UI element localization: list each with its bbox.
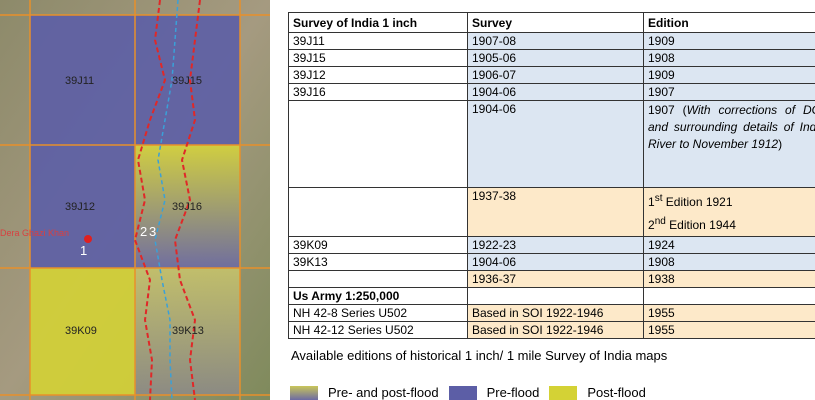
table-cell [289,101,468,188]
table-cell [468,288,644,305]
table-cell: 1907 [644,84,815,101]
table-cell: 1955 [644,305,815,322]
edition-line: 1st Edition 1921 [648,189,815,212]
table-cell [289,188,468,237]
table-cell: 1904-06 [468,84,644,101]
cell-text: Edition 1921 [662,195,732,209]
table-cell [644,288,815,305]
table-cell: 1924 [644,237,815,254]
table-cell: NH 42-8 Series U502 [289,305,468,322]
table-cell: 1938 [644,271,815,288]
header-cell: Survey of India 1 inch [289,13,468,33]
page: Dera Ghazi Khan 39J11 39J15 39J12 39J16 … [0,0,815,400]
table-cell: Based in SOI 1922-1946 [468,322,644,339]
table-cell: 1908 [644,50,815,67]
legend-swatch [549,386,577,400]
legend-label: Pre-flood [487,385,540,400]
table-cell: 1909 [644,33,815,50]
table-cell: Based in SOI 1922-1946 [468,305,644,322]
header-cell: Survey [468,13,644,33]
table-cell: 39K13 [289,254,468,271]
legend-label: Post-flood [587,385,646,400]
table-cell: 1905-06 [468,50,644,67]
table-cell: 1908 [644,254,815,271]
cell-text: 1907 ( [648,103,687,117]
table-cell: 1904-06 [468,254,644,271]
map: Dera Ghazi Khan 39J11 39J15 39J12 39J16 … [0,0,270,400]
legend-swatch [449,386,477,400]
table-cell: 39J12 [289,67,468,84]
tile-label: 39K09 [65,325,97,337]
table-row: Us Army 1:250,000 [289,288,815,305]
table-cell: 1937-38 [468,188,644,237]
superscript: nd [655,216,666,227]
point-label: 2 [140,224,147,239]
legend: Pre- and post-flood Pre-flood Post-flood [290,385,656,400]
table-cell: 1904-06 [468,101,644,188]
legend-label: Pre- and post-flood [328,385,439,400]
caption: Available editions of historical 1 inch/… [291,348,667,363]
table-cell: 1909 [644,67,815,84]
header-cell: Edition [644,13,815,33]
table-cell: Us Army 1:250,000 [289,288,468,305]
cell-text: 1 [648,195,655,209]
point-label: 3 [149,224,156,239]
table-cell: 39K09 [289,237,468,254]
tile-label: 39J11 [65,75,94,87]
table-cell: NH 42-12 Series U502 [289,322,468,339]
table-cell: 1906-07 [468,67,644,84]
cell-text: 2 [648,218,655,232]
table-cell: 39J16 [289,84,468,101]
edition-line: 2nd Edition 1944 [648,212,815,235]
place-label: Dera Ghazi Khan [0,228,69,238]
tile-label: 39J16 [172,201,202,213]
cell-text: Edition 1944 [666,218,736,232]
legend-swatch [290,386,318,400]
table-cell: 1955 [644,322,815,339]
cell-text: ) [778,137,782,151]
tile-label: 39J15 [172,75,202,87]
point-label: 1 [80,243,87,258]
table-cell: 1922-23 [468,237,644,254]
table-cell: 39J15 [289,50,468,67]
table-cell: 1907 (With corrections of DGK and surrou… [644,101,815,188]
tile-label: 39K13 [172,325,204,337]
table-cell: 1936-37 [468,271,644,288]
tile-label: 39J12 [65,201,95,213]
table-cell: 1907-08 [468,33,644,50]
table-cell [289,271,468,288]
table-cell: 39J11 [289,33,468,50]
